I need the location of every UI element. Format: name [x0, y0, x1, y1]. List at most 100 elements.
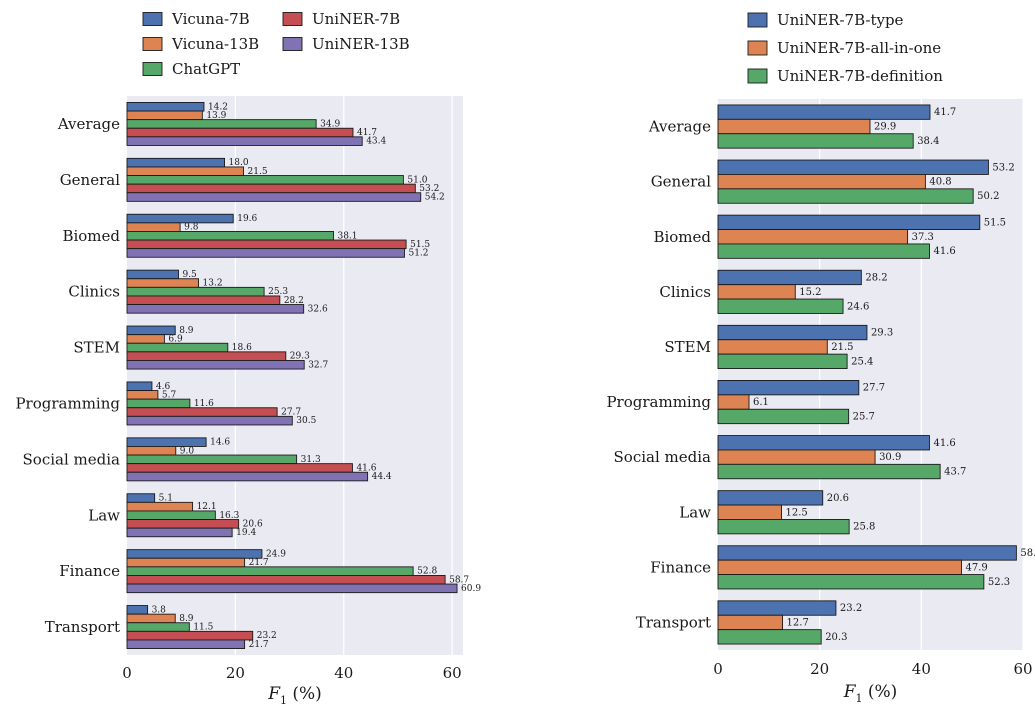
bar: [717, 118, 871, 135]
bar: [126, 325, 176, 336]
bar: [126, 136, 363, 146]
category-label: Social media: [23, 450, 121, 468]
bar-value-label: 9.0: [180, 446, 195, 456]
bar-value-label: 14.2: [208, 102, 228, 112]
legend-label: Vicuna-13B: [171, 35, 259, 53]
bar: [126, 175, 404, 185]
legend-label: Vicuna-7B: [171, 10, 250, 28]
bar: [126, 360, 305, 370]
bar-value-label: 32.7: [308, 360, 328, 370]
bar: [126, 119, 317, 129]
bar-value-label: 28.2: [865, 272, 887, 283]
bar: [126, 613, 176, 624]
legend-swatch: [747, 12, 768, 28]
bar-value-label: 40.8: [929, 177, 951, 188]
bar-value-label: 9.8: [184, 223, 199, 233]
bar-value-label: 30.9: [879, 452, 901, 463]
x-tick-label: 20: [226, 664, 245, 682]
bar: [126, 622, 190, 632]
bar-value-label: 21.5: [831, 342, 853, 353]
bar: [126, 334, 165, 344]
bar-value-label: 16.3: [219, 511, 239, 521]
bar: [717, 559, 962, 576]
bar: [717, 519, 850, 535]
legend-label: ChatGPT: [172, 60, 240, 78]
bar-value-label: 28.2: [284, 296, 304, 306]
bar-value-label: 58.7: [1020, 548, 1035, 559]
bar-value-label: 51.2: [408, 248, 428, 258]
bar: [717, 104, 931, 120]
bar: [126, 549, 263, 559]
bar-value-label: 41.7: [934, 107, 956, 118]
bar: [126, 557, 246, 568]
bar: [717, 449, 876, 465]
bar-value-label: 5.7: [162, 390, 177, 400]
x-axis-title: F1 (%): [267, 684, 322, 705]
bar-value-label: 38.1: [337, 231, 357, 241]
bar: [717, 269, 862, 286]
bar: [126, 222, 181, 232]
chart-left: 0 20 40 60 F1 (%) Average 14.213.9 34.9 41.743.4…: [15, 10, 481, 705]
category-label: Clinics: [659, 283, 711, 301]
bar-value-label: 53.2: [992, 162, 1014, 173]
bar: [126, 510, 216, 521]
bar-value-label: 41.7: [357, 128, 377, 138]
category-label: STEM: [664, 338, 711, 356]
x-axis-title-main: F: [843, 682, 857, 702]
bar: [126, 248, 405, 258]
bar-value-label: 12.1: [197, 502, 217, 512]
bar: [126, 501, 194, 512]
x-axis-title-sub: 1: [280, 694, 287, 705]
bar-value-label: 24.9: [266, 549, 286, 559]
bar-value-label: 3.8: [152, 605, 167, 615]
bar-value-label: 44.4: [372, 472, 392, 482]
bar-value-label: 6.1: [753, 397, 769, 408]
category-label: Biomed: [653, 228, 711, 246]
legend-swatch: [282, 12, 303, 26]
bar-value-label: 14.6: [210, 438, 230, 448]
legend-swatch: [282, 37, 303, 51]
bar-value-label: 41.6: [356, 463, 376, 473]
bar-value-label: 43.7: [944, 467, 966, 478]
bar-value-label: 52.8: [417, 567, 437, 577]
bar: [126, 583, 458, 594]
bar: [126, 390, 159, 400]
category-label: Average: [57, 115, 120, 133]
bar: [126, 304, 305, 314]
bar: [717, 298, 844, 314]
bar-value-label: 27.7: [281, 408, 301, 418]
bar: [126, 566, 414, 576]
category-label: General: [651, 173, 712, 191]
bar-value-label: 5.1: [159, 494, 173, 504]
bar: [126, 295, 281, 306]
x-axis-title-main: F: [267, 684, 281, 704]
legend-swatch: [747, 68, 768, 84]
bar: [126, 127, 354, 138]
bar-value-label: 21.5: [248, 167, 268, 177]
bar-value-label: 50.2: [977, 191, 999, 202]
bar-value-label: 60.9: [461, 584, 481, 594]
x-tick-label: 0: [122, 664, 132, 682]
bar-value-label: 25.4: [851, 356, 873, 367]
x-axis-title: F1 (%): [843, 682, 898, 705]
bar-value-label: 29.3: [871, 328, 893, 339]
bar-value-label: 51.5: [984, 217, 1006, 228]
category-label: Law: [679, 503, 711, 521]
bar: [126, 630, 254, 641]
category-label: Average: [648, 118, 711, 136]
bar: [126, 381, 153, 392]
bar: [717, 353, 848, 369]
bar: [717, 614, 784, 631]
legend-label: UniNER-7B-type: [777, 11, 904, 29]
bar: [126, 269, 179, 280]
category-label: Finance: [650, 558, 711, 576]
bar-value-label: 29.3: [290, 352, 310, 362]
bar-value-label: 20.6: [243, 519, 263, 529]
bar: [717, 214, 981, 230]
bar-value-label: 32.6: [308, 304, 328, 314]
bar-value-label: 8.9: [179, 326, 194, 336]
bar-value-label: 25.7: [853, 411, 875, 422]
bar-value-label: 18.6: [232, 343, 252, 353]
bar-value-label: 37.3: [912, 232, 934, 243]
bar: [126, 213, 234, 224]
